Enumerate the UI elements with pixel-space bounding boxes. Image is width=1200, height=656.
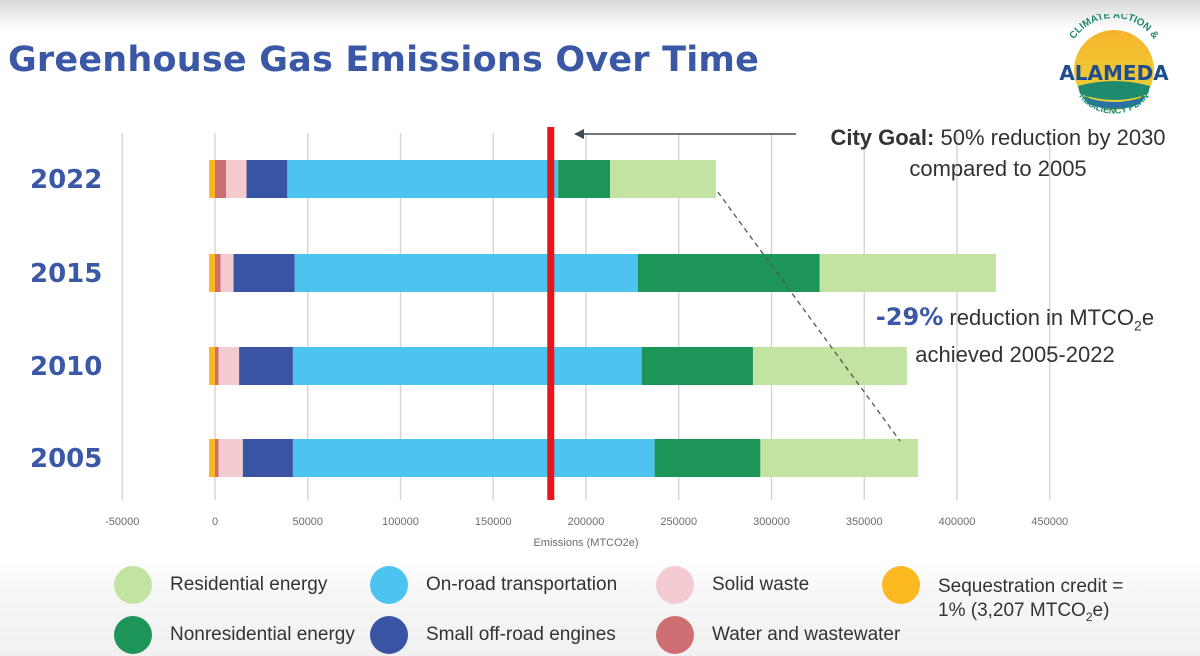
top-shading	[0, 0, 1200, 30]
reduction-trend-line	[717, 191, 901, 442]
x-tick-400000: 400000	[939, 516, 976, 528]
reduction-text-a: reduction in MTCO	[949, 305, 1135, 330]
legend-sequestration-line1: Sequestration credit =	[938, 576, 1124, 597]
bar-2010-on-road-transportation	[292, 347, 642, 385]
legend-label-water: Water and wastewater	[712, 624, 901, 645]
legend-dot-sequestration	[882, 566, 920, 604]
legend-item-offroad: Small off-road engines	[370, 616, 616, 654]
legend-dot-nonresidential	[114, 616, 152, 654]
reduction-line2: achieved 2005-2022	[915, 342, 1115, 368]
goal-arrow	[574, 129, 796, 139]
bar-2015-nonresidential-energy	[637, 254, 820, 292]
bar-2022-water-and-wastewater	[215, 160, 227, 198]
x-tick-labels: -50000 0 50000 100000 150000 200000 250000 3000…	[105, 516, 1068, 528]
stacked-bars	[209, 160, 996, 477]
bar-2015-sequestration-credit	[209, 254, 215, 292]
legend-dot-water	[656, 616, 694, 654]
bar-2010-water-and-wastewater	[215, 347, 219, 385]
x-tick--50000: -50000	[105, 516, 139, 528]
logo-name: ALAMEDA	[1059, 61, 1169, 85]
bar-2010-nonresidential-energy	[641, 347, 753, 385]
x-tick-200000: 200000	[568, 516, 605, 528]
legend-label-nonresidential: Nonresidential energy	[170, 624, 355, 645]
bar-2005-on-road-transportation	[292, 439, 655, 477]
legend-item-residential: Residential energy	[114, 566, 327, 604]
year-label-2010: 2010	[30, 352, 102, 382]
bar-2005-water-and-wastewater	[215, 439, 219, 477]
bar-2010-solid-waste	[218, 347, 240, 385]
city-goal-annotation: City Goal: 50% reduction by 2030 compare…	[800, 122, 1196, 184]
bar-2022-small-off-road-engines	[246, 160, 288, 198]
reduction-annotation: -29% reduction in MTCO2e achieved 2005-2…	[830, 303, 1200, 369]
legend-label-onroad: On-road transportation	[426, 574, 618, 595]
chart-legend: Residential energy On-road transportatio…	[0, 556, 1200, 656]
bar-2022-residential-energy	[610, 160, 716, 198]
legend-label-residential: Residential energy	[170, 574, 328, 595]
year-label-2015: 2015	[30, 259, 102, 289]
reduction-percent: -29%	[875, 303, 944, 331]
x-tick-250000: 250000	[660, 516, 697, 528]
year-label-2022: 2022	[30, 165, 102, 195]
legend-label-offroad: Small off-road engines	[426, 624, 616, 645]
legend-label-solid-waste: Solid waste	[712, 574, 810, 595]
x-tick-100000: 100000	[382, 516, 419, 528]
year-label-2005: 2005	[30, 444, 102, 474]
year-labels: 2022 2015 2010 2005	[30, 165, 102, 474]
goal-text: 50% reduction by 2030	[940, 125, 1166, 150]
bar-2015-residential-energy	[819, 254, 996, 292]
bar-2015-solid-waste	[220, 254, 234, 292]
x-tick-150000: 150000	[475, 516, 512, 528]
bar-2015-on-road-transportation	[294, 254, 638, 292]
bar-2010-residential-energy	[752, 347, 907, 385]
legend-sequestration-line2b: e)	[1092, 600, 1110, 621]
legend-label-sequestration: Sequestration credit = 1% (3,207 MTCO2e)	[938, 575, 1123, 629]
bar-2005-small-off-road-engines	[242, 439, 293, 477]
bar-2015-water-and-wastewater	[215, 254, 221, 292]
emissions-bar-chart: 2022 2015 2010 2005 -50000 0 50000 100000 15000…	[30, 127, 1068, 549]
bar-2005-solid-waste	[218, 439, 243, 477]
bar-2022-sequestration-credit	[209, 160, 215, 198]
reduction-sub: 2	[1134, 317, 1142, 334]
legend-dot-residential	[114, 566, 152, 604]
bar-2022-on-road-transportation	[287, 160, 559, 198]
x-tick-0: 0	[212, 516, 218, 528]
legend-item-sequestration: Sequestration credit = 1% (3,207 MTCO2e)	[882, 566, 1123, 629]
bar-2010-sequestration-credit	[209, 347, 215, 385]
x-tick-300000: 300000	[753, 516, 790, 528]
legend-dot-onroad	[370, 566, 408, 604]
bar-2005-nonresidential-energy	[654, 439, 761, 477]
legend-sequestration-line2a: 1% (3,207 MTCO	[938, 600, 1086, 621]
goal-bold: City Goal:	[830, 125, 935, 150]
legend-item-onroad: On-road transportation	[370, 566, 617, 604]
legend-item-water: Water and wastewater	[656, 616, 900, 654]
legend-item-nonresidential: Nonresidential energy	[114, 616, 355, 654]
bar-2005-sequestration-credit	[209, 439, 215, 477]
legend-dot-solid-waste	[656, 566, 694, 604]
legend-sequestration-sub: 2	[1085, 609, 1093, 624]
bar-2022-nonresidential-energy	[558, 160, 611, 198]
alameda-logo: CLIMATE ACTION & ALAMEDA RESILIENCY PLAN	[1059, 14, 1169, 116]
page-title: Greenhouse Gas Emissions Over Time	[8, 40, 760, 80]
legend-item-solid-waste: Solid waste	[656, 566, 809, 604]
x-tick-350000: 350000	[846, 516, 883, 528]
bar-2010-small-off-road-engines	[239, 347, 293, 385]
goal-line2: compared to 2005	[909, 156, 1087, 181]
legend-dot-offroad	[370, 616, 408, 654]
x-tick-450000: 450000	[1031, 516, 1068, 528]
reduction-text-b: e	[1141, 305, 1155, 330]
x-tick-50000: 50000	[292, 516, 323, 528]
bar-2022-solid-waste	[226, 160, 247, 198]
bar-2015-small-off-road-engines	[233, 254, 295, 292]
x-axis-label: Emissions (MTCO2e)	[533, 537, 638, 549]
bar-2005-residential-energy	[760, 439, 919, 477]
